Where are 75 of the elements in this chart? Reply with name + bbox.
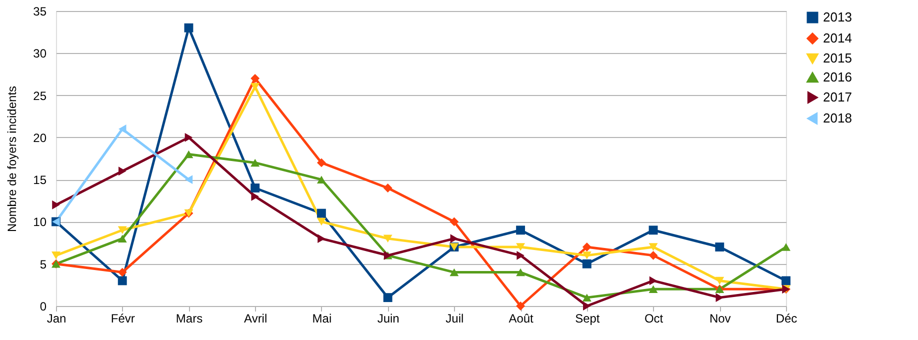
point <box>648 243 658 251</box>
point <box>450 217 459 226</box>
x-tick-label: Jan <box>46 312 66 326</box>
point <box>250 184 260 192</box>
point <box>250 82 260 91</box>
point <box>118 226 127 234</box>
legend-label: 2018 <box>823 110 852 126</box>
point <box>250 158 260 167</box>
point <box>516 302 526 310</box>
point <box>716 293 724 302</box>
point <box>715 276 724 285</box>
point <box>582 252 592 260</box>
point <box>583 302 591 310</box>
y-tick-label: 0 <box>40 300 47 314</box>
point <box>250 74 260 83</box>
x-tick-label: Mai <box>312 312 332 326</box>
y-axis-title: Nombre de foyers incidents <box>5 86 20 232</box>
point <box>582 259 592 268</box>
point <box>118 166 126 176</box>
x-tick-label: Juin <box>377 312 400 326</box>
legend-label: 2016 <box>823 70 852 84</box>
point <box>648 285 658 294</box>
legend-label: 2015 <box>823 50 852 66</box>
point <box>316 208 326 218</box>
point <box>383 184 392 192</box>
point <box>450 268 459 276</box>
x-tick-label: Mars <box>176 312 203 326</box>
x-tick-label: Oct <box>644 312 664 326</box>
y-tick-label: 25 <box>33 88 47 103</box>
point <box>782 276 790 286</box>
x-tick-label: Juil <box>446 312 464 326</box>
point <box>383 293 392 302</box>
point <box>450 234 458 244</box>
x-tick-label: Sept <box>575 312 600 326</box>
point <box>118 234 127 242</box>
point <box>184 23 194 32</box>
y-tick-label: 10 <box>33 215 47 230</box>
point <box>648 226 658 235</box>
x-tick-label: Avril <box>244 312 268 326</box>
y-tick-label: 30 <box>33 46 47 61</box>
x-tick-label: Août <box>508 312 534 326</box>
point <box>184 132 193 142</box>
y-tick-label: 35 <box>33 4 47 18</box>
y-tick-label: 15 <box>33 173 47 188</box>
point <box>782 243 790 251</box>
legend-label: 2014 <box>823 30 852 46</box>
point <box>52 252 60 260</box>
point <box>582 294 592 302</box>
point <box>516 250 524 260</box>
x-tick-label: Déc <box>776 312 798 326</box>
point <box>52 200 60 210</box>
x-tick-label: Févr <box>110 312 135 326</box>
legend-label: 2013 <box>823 10 852 24</box>
point <box>184 175 193 184</box>
point <box>383 234 392 242</box>
point <box>118 276 127 286</box>
legend-label: 2017 <box>823 90 852 104</box>
y-tick-label: 20 <box>33 130 47 145</box>
point <box>316 218 326 226</box>
point <box>251 192 259 201</box>
point <box>715 242 724 252</box>
point <box>648 250 658 260</box>
point <box>316 158 326 168</box>
point <box>516 226 526 235</box>
point <box>516 243 526 251</box>
point <box>118 268 127 277</box>
point <box>649 276 658 286</box>
point <box>316 176 326 184</box>
point <box>582 242 592 252</box>
point <box>318 234 326 244</box>
point <box>118 124 126 134</box>
point <box>516 268 526 276</box>
point <box>184 150 194 158</box>
x-tick-label: Nov <box>709 312 731 326</box>
y-tick-label: 5 <box>40 257 47 272</box>
